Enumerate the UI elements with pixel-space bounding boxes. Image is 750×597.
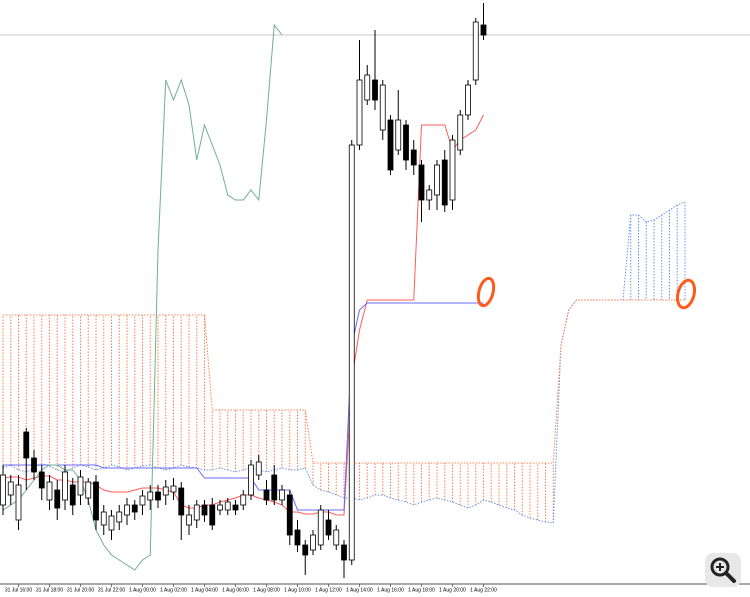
candle-body xyxy=(209,504,216,526)
candle-body xyxy=(279,489,285,501)
candle-body xyxy=(131,504,138,513)
candle-body xyxy=(93,481,99,521)
candle-body xyxy=(85,481,92,499)
candle-body xyxy=(302,544,309,556)
candle-body xyxy=(310,534,316,551)
candle-body xyxy=(372,79,378,101)
candle-body xyxy=(317,509,324,546)
zoom-icon xyxy=(724,571,736,583)
x-tick-label: 1 Aug 02:00 xyxy=(160,587,187,593)
x-tick-label: 1 Aug 00:00 xyxy=(129,587,156,593)
zoom-button[interactable] xyxy=(705,553,741,587)
candle-body xyxy=(472,21,479,81)
candle-body xyxy=(100,511,107,526)
candle-body xyxy=(271,474,278,501)
candle-body xyxy=(341,544,347,561)
candle-body xyxy=(201,504,208,516)
plot-area xyxy=(0,3,750,578)
candle-body xyxy=(325,519,332,536)
candle-body xyxy=(124,504,130,516)
candle-body xyxy=(46,481,53,501)
candle-body xyxy=(434,164,440,196)
candle-body xyxy=(333,529,340,546)
candle-body xyxy=(348,144,355,561)
candle-body xyxy=(139,495,146,506)
candle-body xyxy=(395,119,402,151)
indicator-line xyxy=(2,23,283,571)
candle-body xyxy=(116,511,123,523)
candle-body xyxy=(379,84,386,131)
candle-body xyxy=(193,504,200,521)
candle-body xyxy=(441,159,448,206)
candle-body xyxy=(418,164,425,201)
candle-body xyxy=(457,114,464,151)
candle-body xyxy=(294,529,301,546)
x-tick-label: 1 Aug 06:00 xyxy=(222,587,249,593)
candle-body xyxy=(170,485,177,493)
candle-body xyxy=(240,494,247,506)
candle-body xyxy=(255,461,262,476)
x-tick-label: 1 Aug 14:00 xyxy=(346,587,373,593)
candle-body xyxy=(23,431,30,459)
candle-body xyxy=(449,139,456,201)
annotation-circle xyxy=(476,276,496,308)
candle-body xyxy=(387,119,394,171)
candle-body xyxy=(15,484,22,521)
candle-body xyxy=(7,481,14,496)
candle-body xyxy=(186,514,192,526)
x-tick-label: 1 Aug 18:00 xyxy=(408,587,435,593)
x-tick-label: 1 Aug 10:00 xyxy=(284,587,311,593)
candle-body xyxy=(108,515,115,531)
candle-body xyxy=(38,471,45,489)
candle-body xyxy=(31,457,37,473)
candle-body xyxy=(403,124,409,161)
candle-body xyxy=(465,84,471,116)
candle-body xyxy=(248,464,254,496)
candle-body xyxy=(69,484,76,506)
candle-body xyxy=(77,476,84,496)
candle-body xyxy=(426,189,433,201)
candle-body xyxy=(364,74,371,101)
x-tick-label: 31 Jul 22:00 xyxy=(98,587,125,593)
candle-body xyxy=(0,474,6,506)
candle-body xyxy=(263,489,270,501)
senkou-b-line xyxy=(3,299,685,464)
annotation-circle xyxy=(675,278,697,310)
candle-body xyxy=(147,491,154,501)
candle-body xyxy=(217,504,223,511)
x-tick-label: 1 Aug 16:00 xyxy=(377,587,404,593)
x-tick-label: 1 Aug 08:00 xyxy=(253,587,280,593)
x-tick-label: 1 Aug 12:00 xyxy=(315,587,342,593)
candle-body xyxy=(224,501,231,511)
candle-body xyxy=(480,24,487,36)
x-tick-label: 31 Jul 16:00 xyxy=(5,587,32,593)
x-tick-label: 1 Aug 04:00 xyxy=(191,587,218,593)
candle-body xyxy=(232,504,239,511)
candle-body xyxy=(62,471,68,501)
x-tick-label: 31 Jul 18:00 xyxy=(36,587,63,593)
candle-body xyxy=(410,149,417,166)
candle-body xyxy=(286,494,293,536)
candle-body xyxy=(162,486,169,496)
candle-body xyxy=(178,487,185,516)
x-tick-label: 1 Aug 22:00 xyxy=(470,587,497,593)
x-tick-label: 31 Jul 20:00 xyxy=(67,587,94,593)
x-tick-label: 1 Aug 20:00 xyxy=(439,587,466,593)
indicator-line xyxy=(3,302,484,511)
senkou-a-line xyxy=(2,201,686,524)
candle-body xyxy=(356,79,363,146)
zoom-icon xyxy=(710,557,730,577)
candle-body xyxy=(54,489,61,509)
candle-body xyxy=(155,491,161,501)
